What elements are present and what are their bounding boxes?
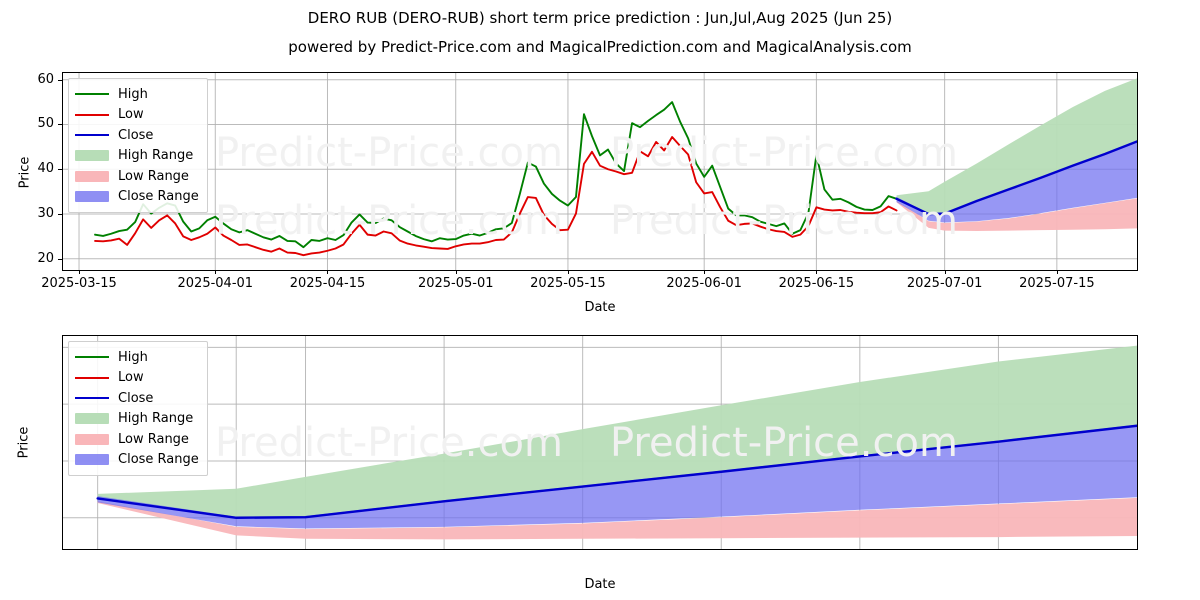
- bottom-y-axis-label: Price: [16, 426, 32, 459]
- y-tick-mark: [58, 79, 62, 81]
- legend-label: Close Range: [118, 189, 199, 205]
- x-tick-label: 2025-05-15: [530, 276, 606, 291]
- x-tick-label: 2025-04-01: [177, 276, 254, 291]
- legend-item-close-range[interactable]: Close Range: [75, 450, 199, 471]
- legend-label: High Range: [118, 148, 194, 164]
- legend-label: Low Range: [118, 431, 189, 447]
- x-tick-label: 2025-03-15: [41, 276, 117, 291]
- x-tick-mark: [567, 270, 569, 274]
- legend-item-close[interactable]: Close: [75, 125, 199, 146]
- legend-label: Low: [118, 370, 144, 386]
- x-tick-label: 2025-07-15: [1019, 276, 1095, 291]
- x-tick-mark: [1056, 270, 1058, 274]
- legend-label: Close Range: [118, 452, 199, 468]
- bottom-legend[interactable]: High Low Close High Range Low Range Close Ran…: [68, 341, 208, 476]
- top-chart-panel: Price Date 20 30 40 50 60 2025-03-15 2025-04-…: [18, 71, 1138, 315]
- legend-swatch-line: [75, 113, 109, 116]
- x-tick-mark: [704, 270, 706, 274]
- legend-swatch-line: [75, 93, 109, 96]
- x-tick-label: 2025-06-15: [778, 276, 855, 291]
- title-block: DERO RUB (DERO-RUB) short term price pre…: [0, 0, 1200, 56]
- legend-item-low[interactable]: Low: [75, 105, 199, 126]
- y-tick-mark: [58, 124, 62, 126]
- x-tick-label: 2025-07-01: [906, 276, 983, 291]
- x-tick-mark: [327, 270, 329, 274]
- legend-swatch-line: [75, 356, 109, 359]
- legend-swatch-patch: [75, 170, 109, 182]
- legend-swatch-line: [75, 397, 109, 400]
- x-tick-mark: [455, 270, 457, 274]
- y-tick-mark: [58, 214, 62, 216]
- y-tick-label: 50: [37, 116, 54, 132]
- legend-label: High: [118, 349, 148, 365]
- legend-item-low[interactable]: Low: [75, 368, 199, 389]
- x-tick-mark: [215, 270, 217, 274]
- x-tick-mark: [79, 270, 81, 274]
- legend-label: Close: [118, 390, 154, 406]
- y-tick-label: 30: [37, 206, 54, 222]
- y-tick-label: 20: [37, 250, 54, 266]
- legend-item-low-range[interactable]: Low Range: [75, 166, 199, 187]
- x-tick-mark: [944, 270, 946, 274]
- legend-item-high-range[interactable]: High Range: [75, 146, 199, 167]
- legend-item-close[interactable]: Close: [75, 388, 199, 409]
- bottom-chart-svg: [63, 336, 1137, 549]
- x-tick-label: 2025-05-01: [417, 276, 494, 291]
- bottom-plot-area: [62, 335, 1138, 550]
- legend-swatch-patch: [75, 191, 109, 203]
- legend-swatch-line: [75, 376, 109, 379]
- top-legend[interactable]: High Low Close High Range Low Range Close Ran…: [68, 78, 208, 213]
- page-subtitle: powered by Predict-Price.com and Magical…: [288, 38, 912, 56]
- y-tick-label: 60: [37, 71, 54, 87]
- y-tick-label: 40: [37, 161, 54, 177]
- legend-item-high[interactable]: High: [75, 347, 199, 368]
- legend-swatch-line: [75, 134, 109, 137]
- legend-label: High: [118, 86, 148, 102]
- x-tick-mark: [816, 270, 818, 274]
- page-title: DERO RUB (DERO-RUB) short term price pre…: [307, 9, 893, 27]
- legend-swatch-patch: [75, 454, 109, 466]
- top-x-axis-label: Date: [584, 300, 616, 315]
- legend-label: Close: [118, 127, 154, 143]
- legend-item-low-range[interactable]: Low Range: [75, 429, 199, 450]
- bottom-x-axis-label: Date: [584, 577, 616, 592]
- legend-label: Low: [118, 107, 144, 123]
- x-tick-label: 2025-06-01: [666, 276, 742, 291]
- legend-label: High Range: [118, 411, 194, 427]
- legend-swatch-patch: [75, 413, 109, 425]
- legend-item-high-range[interactable]: High Range: [75, 409, 199, 430]
- legend-swatch-patch: [75, 150, 109, 162]
- x-tick-label: 2025-04-15: [289, 276, 366, 291]
- top-chart-svg: [63, 73, 1137, 270]
- top-plot-area: [62, 72, 1138, 271]
- y-tick-mark: [58, 258, 62, 260]
- legend-item-close-range[interactable]: Close Range: [75, 187, 199, 208]
- legend-item-high[interactable]: High: [75, 84, 199, 105]
- y-tick-mark: [58, 169, 62, 171]
- legend-label: Low Range: [118, 168, 189, 184]
- legend-swatch-patch: [75, 433, 109, 445]
